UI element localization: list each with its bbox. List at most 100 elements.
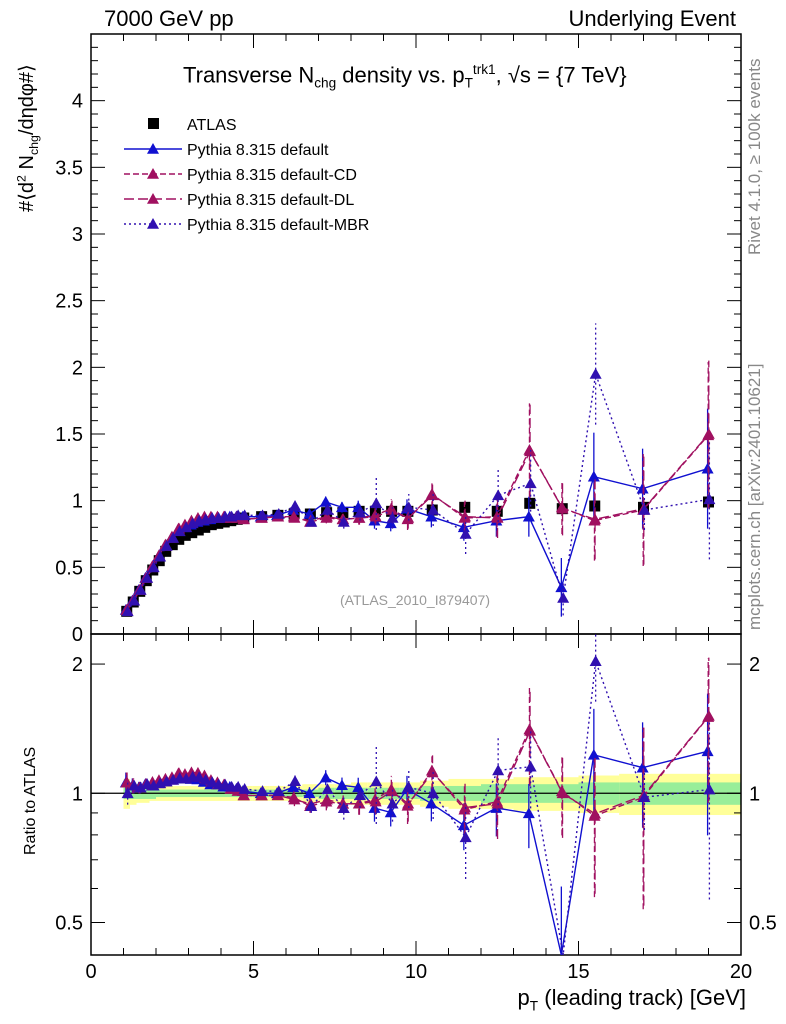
series-point [154, 550, 167, 562]
ratio-point [193, 771, 206, 783]
y-tick-label-main: 0 [72, 624, 83, 646]
series-point [402, 512, 415, 523]
y-tick-label-ratio-right: 1 [749, 783, 760, 805]
legend: ATLAS Pythia 8.315 default Pythia 8.315 de… [124, 117, 369, 234]
legend-marker [147, 193, 159, 204]
series-line [127, 373, 710, 612]
series-point [354, 506, 367, 518]
series-3-ratio [121, 634, 716, 955]
series-point [459, 510, 472, 522]
x-tick-label: 20 [730, 961, 752, 983]
title-sup2: trk1 [472, 62, 496, 77]
header-left: 7000 GeV pp [104, 6, 234, 31]
atlas-point [179, 529, 191, 541]
ratio-point [427, 787, 440, 799]
ratio-point [199, 773, 212, 785]
series-point [492, 489, 505, 501]
series-point [180, 521, 193, 533]
ratio-point [305, 800, 318, 811]
ratio-point [238, 783, 251, 794]
x-tick-label: 0 [85, 961, 96, 983]
title-sub2: T [464, 75, 473, 91]
series-1-main [120, 362, 715, 615]
title-part2: density vs. p [336, 62, 465, 88]
ratio-point [219, 778, 232, 790]
y-tick-label-main: 1.5 [55, 424, 83, 446]
main-data [119, 323, 716, 617]
y-axis-label-ratio: Ratio to ATLAS [22, 746, 39, 855]
series-0-ratio [119, 693, 714, 955]
x-tick-label: 10 [405, 961, 427, 983]
series-line [125, 467, 708, 611]
ratio-line [126, 715, 710, 815]
series-point [589, 368, 602, 379]
series-point [459, 528, 472, 539]
x-tick-label: 5 [248, 961, 259, 983]
ylabel-part1: #⟨d [16, 181, 38, 212]
y-tick-label-ratio: 2 [72, 654, 83, 676]
atlas-point [337, 507, 349, 519]
ratio-point [492, 764, 505, 776]
y-tick-label-main: 4 [72, 91, 83, 113]
atlas-point [199, 521, 211, 533]
legend-label: Pythia 8.315 default-CD [187, 167, 357, 184]
atlas-point [205, 519, 217, 531]
x-axis-label: pT (leading track) [GeV] [518, 985, 746, 1013]
atlas-point [166, 539, 178, 551]
xlabel-part1: p [517, 985, 530, 1010]
legend-marker [147, 168, 159, 179]
xlabel-part2: (leading track) [GeV] [538, 985, 746, 1010]
series-point [320, 510, 333, 522]
atlas-point [212, 517, 224, 529]
ratio-point [272, 785, 285, 796]
title-part1: Transverse N [183, 62, 315, 88]
atlas-point [524, 497, 536, 509]
ylabel-part3: /dηdφ#⟩ [16, 64, 38, 136]
atlas-point [459, 501, 471, 513]
ratio-point [354, 789, 367, 801]
legend-label: Pythia 8.315 default-DL [187, 192, 354, 209]
series-point [638, 504, 651, 515]
series-3-main [121, 323, 716, 617]
atlas-point [186, 527, 198, 539]
series-point [305, 516, 318, 527]
series-point [557, 592, 570, 603]
atlas-point [160, 545, 172, 557]
atlas-point [173, 533, 185, 545]
header-right: Underlying Event [568, 6, 736, 31]
title-sub1: chg [314, 75, 337, 91]
y-tick-label-main: 3 [72, 224, 83, 246]
ratio-point [232, 780, 245, 792]
rivet-version-label: Rivet 4.1.0, ≥ 100k events [745, 58, 764, 255]
ratio-point [702, 709, 715, 721]
y-tick-label-ratio-right: 2 [749, 654, 760, 676]
chart-title: Transverse Nchg density vs. pTtrk1, √s =… [183, 62, 627, 91]
series-point [402, 501, 415, 513]
series-point [128, 594, 141, 606]
legend-marker [147, 143, 159, 154]
y-tick-label-ratio: 0.5 [55, 912, 83, 934]
y-tick-label-main: 2.5 [55, 291, 83, 313]
analysis-watermark: (ATLAS_2010_I879407) [340, 592, 490, 608]
mcplots-credit-label: mcplots.cern.ch [arXiv:2401.10621] [745, 363, 764, 630]
y-tick-label-ratio-right: 0.5 [749, 912, 777, 934]
legend-marker-atlas [148, 118, 159, 129]
ylabel-sup1: 2 [14, 175, 29, 182]
title-part3: , √s = {7 TeV} [495, 62, 627, 88]
ratio-point [701, 745, 714, 757]
ratio-point [459, 831, 472, 843]
ratio-point [256, 785, 269, 796]
ratio-line [127, 660, 710, 955]
series-0-main [119, 408, 714, 617]
ratio-point [288, 793, 301, 805]
legend-label: Pythia 8.315 default [187, 142, 329, 159]
ylabel-part2: N [16, 155, 38, 176]
ratio-point [369, 795, 382, 807]
atlas-point [192, 524, 204, 536]
legend-marker [147, 218, 159, 229]
xlabel-sub1: T [529, 998, 539, 1014]
ratio-point [589, 655, 602, 666]
ratio-point [703, 783, 716, 795]
y-tick-label-main: 1 [72, 491, 83, 513]
